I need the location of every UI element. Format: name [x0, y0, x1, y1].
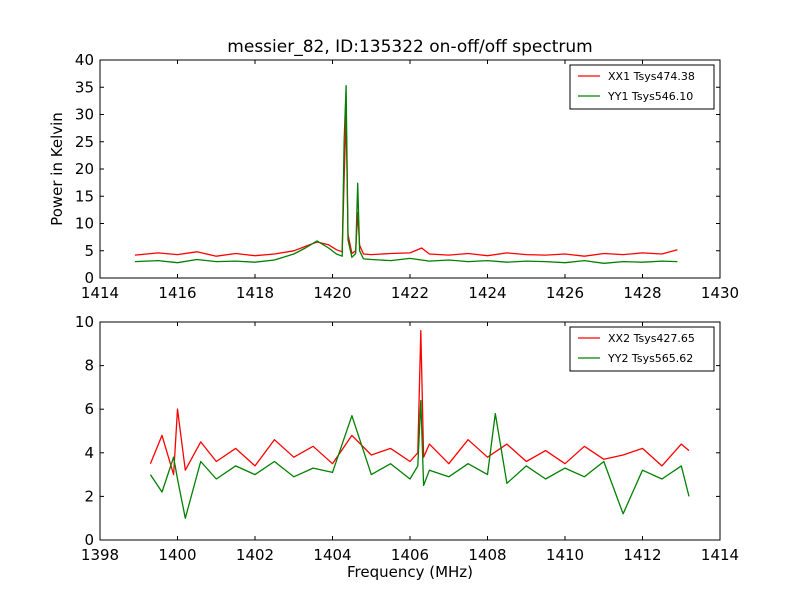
y-tick-label: 4	[84, 444, 94, 462]
y-tick-label: 35	[75, 78, 94, 96]
y-tick-label: 2	[84, 487, 94, 505]
chart-title: messier_82, ID:135322 on-off/off spectru…	[227, 37, 592, 57]
y-tick-label: 40	[75, 51, 94, 69]
x-tick-label: 1400	[158, 546, 196, 564]
x-tick-label: 1426	[546, 284, 584, 302]
legend-label: YY2 Tsys565.62	[607, 352, 693, 365]
y-tick-label: 25	[75, 133, 94, 151]
y-tick-label: 8	[84, 357, 94, 375]
chart-panel-2: 1398 1400 1402 1404 1406 1408 1410 1412 1414 0 2 4 6…	[75, 313, 739, 581]
x-tick-label: 1410	[546, 546, 584, 564]
y-tick-label: 30	[75, 106, 94, 124]
x-tick-label: 1416	[158, 284, 196, 302]
y-tick-label: 15	[75, 187, 94, 205]
x-tick-label: 1412	[623, 546, 661, 564]
x-tick-label: 1406	[391, 546, 429, 564]
y-tick-label: 20	[75, 160, 94, 178]
x-tick-label: 1420	[313, 284, 351, 302]
x-tick-label: 1408	[468, 546, 506, 564]
y-axis-label: Power in Kelvin	[48, 112, 66, 226]
y-tick-label: 0	[84, 531, 94, 549]
x-tick-label: 1418	[236, 284, 274, 302]
legend-label: XX2 Tsys427.65	[608, 332, 695, 345]
legend-box	[569, 64, 715, 110]
chart-panel-1: 1414 1416 1418 1420 1422 1424 1426 1428 1430 0 5 10…	[48, 37, 739, 302]
legend-label: XX1 Tsys474.38	[608, 70, 695, 83]
legend-box	[569, 326, 715, 372]
x-tick-label: 1424	[468, 284, 506, 302]
legend-label: YY1 Tsys546.10	[607, 90, 693, 103]
x-tick-label: 1404	[313, 546, 351, 564]
x-tick-label: 1414	[701, 546, 739, 564]
series-line-1-1	[134, 113, 678, 257]
x-tick-label: 1414	[81, 284, 119, 302]
y-tick-label: 10	[75, 215, 94, 233]
series-line-1-2	[134, 84, 678, 264]
series-line-2-2	[149, 399, 690, 519]
y-tick-label: 6	[84, 400, 94, 418]
x-axis-label: Frequency (MHz)	[347, 563, 473, 581]
x-tick-label: 1402	[236, 546, 274, 564]
y-tick-label: 0	[84, 269, 94, 287]
y-tick-label: 5	[84, 242, 94, 260]
y-tick-label: 10	[75, 313, 94, 331]
x-tick-label: 1422	[391, 284, 429, 302]
x-tick-label: 1398	[81, 546, 119, 564]
x-tick-label: 1430	[701, 284, 739, 302]
x-tick-label: 1428	[623, 284, 661, 302]
